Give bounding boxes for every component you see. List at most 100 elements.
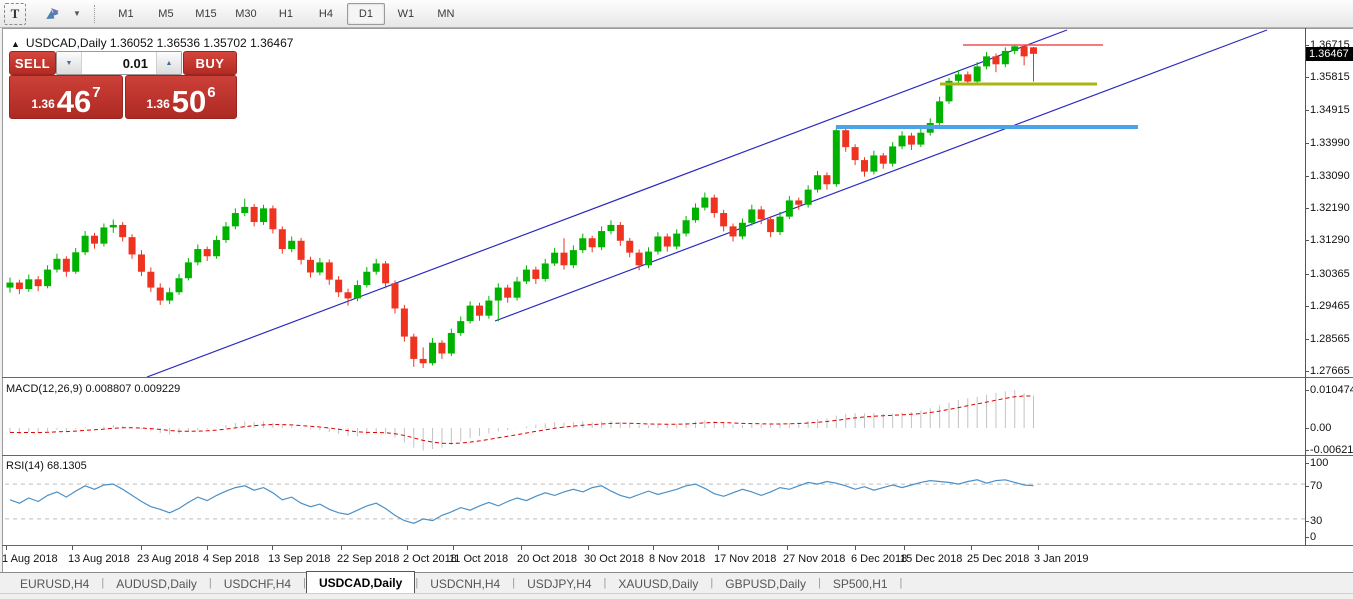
timeframe-button-MN[interactable]: MN [437,7,455,20]
price-axis-label-tick [1305,143,1309,144]
rsi-axis-label: 100 [1310,457,1329,469]
current-price-tag: 1.36467 [1306,47,1353,61]
tab-USDCAD-Daily[interactable]: USDCAD,Daily [305,571,416,594]
date-label: 8 Nov 2018 [649,553,706,565]
candle-body [757,209,765,220]
macd-axis-label: -0.006218 [1310,444,1353,456]
macd-rsi-splitter[interactable] [2,455,1353,456]
tab-divider: | [303,577,306,589]
sell-price-box[interactable]: 1.36 46 7 [9,75,123,119]
candle-body [607,224,615,232]
candle-body [560,252,568,266]
candle-body [954,74,962,81]
rsi-axis-label-tick [1305,486,1309,487]
tab-USDCHF-H4[interactable]: USDCHF,H4 [223,576,292,591]
price-axis-label-tick [1305,208,1309,209]
candle-body [485,300,493,316]
rsi-label: RSI(14) 68.1305 [6,460,87,472]
timeframe-button-M1[interactable]: M1 [118,7,134,20]
price-axis-label-tick [1305,274,1309,275]
timeframe-button-H4[interactable]: H4 [318,7,333,20]
rsi-line [9,479,1034,524]
rsi-axis-label-tick [1305,521,1309,522]
date-label: 13 Sep 2018 [268,553,331,565]
candle-body [682,220,690,234]
candle-body [992,56,1000,65]
buy-price-main: 50 [171,84,207,119]
timeframe-button-M30[interactable]: M30 [235,7,257,20]
candle-body [128,237,136,255]
candle-body [81,235,89,253]
collapse-panel-icon[interactable]: ▲ [11,39,20,49]
candle-body [973,66,981,82]
timeframe-button-M15[interactable]: M15 [195,7,217,20]
date-tick [521,546,522,550]
candle-body [879,155,887,164]
macd-signal-line [9,395,1034,445]
timeframe-button-H1[interactable]: H1 [278,7,293,20]
candle-body [776,216,784,233]
date-label: 4 Sep 2018 [203,553,260,565]
rsi-panel-canvas[interactable] [5,458,1305,545]
date-label: 15 Dec 2018 [900,553,963,565]
candle-body [6,282,14,288]
buy-price-box[interactable]: 1.36 50 6 [125,75,237,119]
candle-body [626,240,634,253]
candle-body [457,321,465,333]
candle-body [260,208,268,223]
candle-body [278,229,286,250]
buy-button[interactable]: BUY [183,51,237,75]
candle-body [166,292,174,301]
volume-decrease-button[interactable]: ▼ [57,52,81,74]
candle-body [147,271,155,288]
candle-body [579,238,587,251]
candle-body [447,332,455,354]
rsi-axis-label-tick [1305,537,1309,538]
candle-body [410,336,418,359]
tab-divider: | [817,577,821,589]
candle-body [860,160,868,172]
candle-body [983,56,991,67]
tab-divider: | [603,577,607,589]
tab-USDJPY-H4[interactable]: USDJPY,H4 [527,576,592,591]
channel-trendline[interactable] [494,29,1268,322]
tab-USDCNH-H4[interactable]: USDCNH,H4 [430,576,501,591]
chart-window: ▲ USDCAD,Daily 1.36052 1.36536 1.35702 1.… [2,28,1353,572]
candle-body [476,305,483,316]
candle-body [222,226,230,241]
chevron-down-icon[interactable]: ▼ [73,9,81,18]
candle-body [729,226,737,237]
candle-body [372,263,380,272]
price-axis-label: 1.33990 [1310,137,1350,149]
candle-body [889,146,897,164]
macd-axis-label-tick [1305,428,1309,429]
candle-body [34,279,42,287]
date-tick [272,546,273,550]
main-chart-canvas[interactable] [5,29,1305,377]
date-tick [971,546,972,550]
crossed-arrows-icon[interactable] [37,3,67,25]
tab-EURUSD-H4[interactable]: EURUSD,H4 [20,576,90,591]
tab-GBPUSD-Daily[interactable]: GBPUSD,Daily [725,576,806,591]
sell-price-main: 46 [56,84,92,119]
channel-trendline[interactable] [146,29,1068,377]
candle-body [832,130,840,185]
macd-axis-label: 0.00 [1310,422,1332,434]
macd-panel-canvas[interactable] [5,381,1305,454]
tab-SP500-H1[interactable]: SP500,H1 [832,576,888,591]
timeframe-button-D1[interactable]: D1 [346,2,385,25]
main-macd-splitter[interactable] [2,377,1353,378]
candle-body [335,279,343,293]
candle-body [419,358,427,364]
sell-button[interactable]: SELL [9,51,56,75]
tab-AUDUSD-Daily[interactable]: AUDUSD,Daily [116,576,197,591]
price-axis-border [1305,28,1306,545]
tab-XAUUSD-Daily[interactable]: XAUUSD,Daily [618,576,699,591]
timeframe-button-M5[interactable]: M5 [158,7,174,20]
candle-body [645,251,653,266]
volume-increase-button[interactable]: ▲ [157,52,181,74]
candle-body [353,285,361,299]
volume-input[interactable]: 0.01 [81,52,157,74]
text-tool-button[interactable]: T [4,2,26,25]
timeframe-button-W1[interactable]: W1 [397,7,415,20]
